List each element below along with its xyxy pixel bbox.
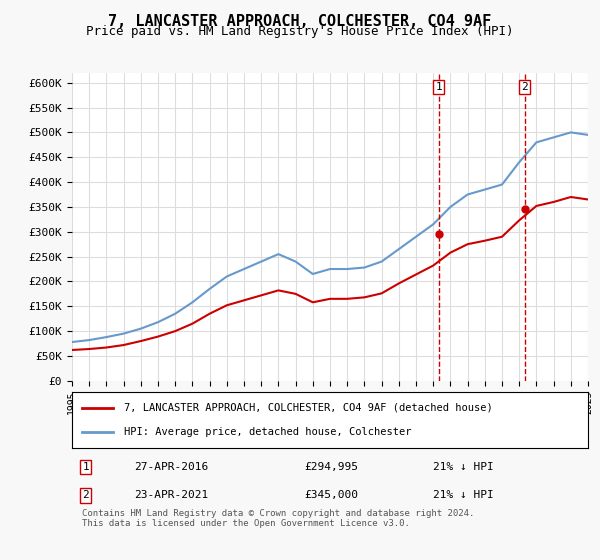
Text: Price paid vs. HM Land Registry's House Price Index (HPI): Price paid vs. HM Land Registry's House … xyxy=(86,25,514,38)
Text: 21% ↓ HPI: 21% ↓ HPI xyxy=(433,491,494,501)
Text: 27-APR-2016: 27-APR-2016 xyxy=(134,462,208,472)
Text: 2: 2 xyxy=(82,491,89,501)
Text: 7, LANCASTER APPROACH, COLCHESTER, CO4 9AF (detached house): 7, LANCASTER APPROACH, COLCHESTER, CO4 9… xyxy=(124,403,493,413)
Text: HPI: Average price, detached house, Colchester: HPI: Average price, detached house, Colc… xyxy=(124,427,411,437)
Text: £294,995: £294,995 xyxy=(304,462,358,472)
Text: 21% ↓ HPI: 21% ↓ HPI xyxy=(433,462,494,472)
Text: 7, LANCASTER APPROACH, COLCHESTER, CO4 9AF: 7, LANCASTER APPROACH, COLCHESTER, CO4 9… xyxy=(109,14,491,29)
Text: Contains HM Land Registry data © Crown copyright and database right 2024.
This d: Contains HM Land Registry data © Crown c… xyxy=(82,508,475,528)
Text: 2: 2 xyxy=(521,82,528,92)
Text: 1: 1 xyxy=(82,462,89,472)
Text: 23-APR-2021: 23-APR-2021 xyxy=(134,491,208,501)
Text: £345,000: £345,000 xyxy=(304,491,358,501)
Text: 1: 1 xyxy=(436,82,442,92)
